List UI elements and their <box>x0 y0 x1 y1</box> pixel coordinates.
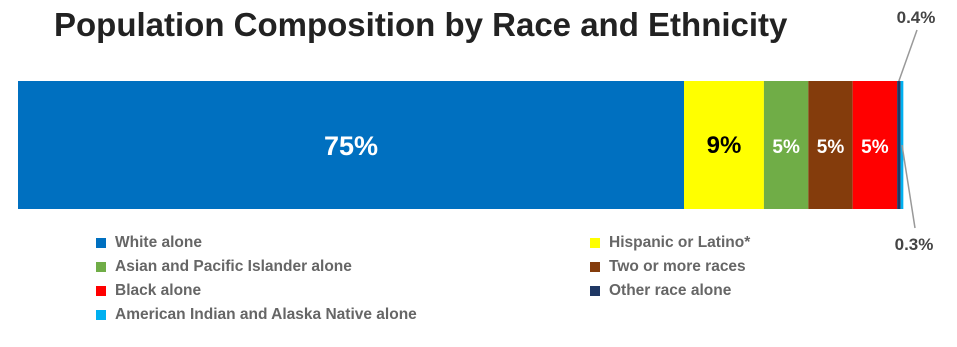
legend-swatch <box>96 286 106 296</box>
legend-item-asian-and-pacific-islander-alone: Asian and Pacific Islander alone <box>96 258 352 276</box>
data-label-hispanic-or-latino: 9% <box>707 132 742 159</box>
legend-label: White alone <box>115 234 202 251</box>
legend-label: Black alone <box>115 282 202 299</box>
legend-item-hispanic-or-latino: Hispanic or Latino* <box>590 234 750 252</box>
bar-segment-other-race-alone <box>897 81 901 209</box>
legend-label: American Indian and Alaska Native alone <box>115 306 417 323</box>
data-label-american-indian-and-alaska-native-alone: 0.3% <box>895 235 934 254</box>
legend-item-american-indian-and-alaska-native-alone: American Indian and Alaska Native alone <box>96 306 417 324</box>
data-label-two-or-more-races: 5% <box>817 137 845 158</box>
bar-segment-two-or-more-races <box>808 81 853 209</box>
data-label-white-alone: 75% <box>324 131 378 161</box>
data-label-black-alone: 5% <box>861 137 889 158</box>
legend-label: Hispanic or Latino* <box>609 234 751 251</box>
bar-segment-asian-and-pacific-islander-alone <box>763 81 809 209</box>
legend-label: Other race alone <box>609 282 732 299</box>
legend-item-black-alone: Black alone <box>96 282 201 300</box>
legend-item-two-or-more-races: Two or more races <box>590 258 746 276</box>
legend-item-other-race-alone: Other race alone <box>590 282 731 300</box>
legend-swatch <box>96 262 106 272</box>
legend-label: Two or more races <box>609 258 746 275</box>
legend-swatch <box>96 310 106 320</box>
bar-segment-black-alone <box>852 81 898 209</box>
bar-segment-hispanic-or-latino <box>684 81 764 209</box>
data-label-other-race-alone: 0.4% <box>897 8 936 27</box>
leader-line-other-race-alone <box>898 29 918 82</box>
bar-segment-white-alone <box>18 81 684 209</box>
legend-swatch <box>96 238 106 248</box>
legend-item-white-alone: White alone <box>96 234 202 252</box>
legend-swatch <box>590 286 600 296</box>
data-label-asian-and-pacific-islander-alone: 5% <box>772 137 800 158</box>
leader-line-american-indian-and-alaska-native-alone <box>901 144 916 229</box>
legend-label: Asian and Pacific Islander alone <box>115 258 352 275</box>
chart-title: Population Composition by Race and Ethni… <box>54 6 788 43</box>
legend-swatch <box>590 238 600 248</box>
legend-swatch <box>590 262 600 272</box>
